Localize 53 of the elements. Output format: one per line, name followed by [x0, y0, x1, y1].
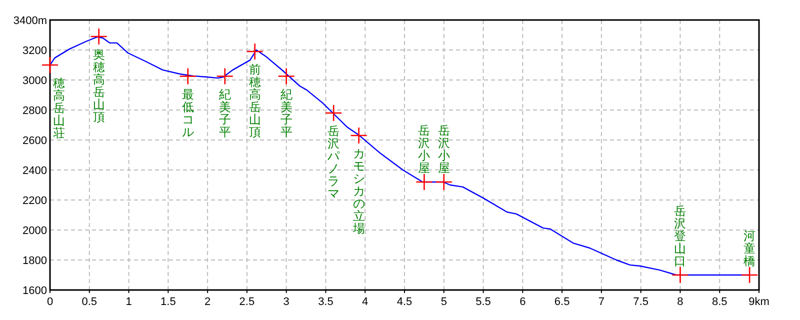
- point: [246, 42, 264, 60]
- y-tick-label: 2200: [22, 195, 47, 207]
- y-tick-label: 3400m: [13, 15, 47, 27]
- annotation: 穂高岳山荘: [53, 76, 65, 140]
- y-tick-label: 3200: [22, 45, 47, 57]
- annotation: 紀美子平: [218, 87, 231, 139]
- annotation: 岳沢パノラマ: [326, 124, 341, 200]
- y-tick-label: 2000: [22, 225, 47, 237]
- point: [179, 68, 197, 85]
- x-tick-label: 3: [283, 296, 290, 308]
- x-tick-label: 1.5: [160, 296, 176, 308]
- point: [41, 56, 59, 74]
- x-tick-label: 6.5: [554, 296, 570, 308]
- x-tick-label: 0.5: [82, 296, 98, 308]
- x-tick-label: 9km: [748, 296, 770, 308]
- point: [672, 266, 689, 284]
- x-tick-label: 4: [362, 296, 368, 308]
- x-tick-label: 5: [440, 296, 447, 308]
- point: [278, 68, 295, 85]
- annotation: 前穂高岳山頂: [248, 62, 261, 139]
- y-tick-label: 1600: [22, 285, 47, 297]
- x-tick-label: 2.5: [239, 296, 255, 308]
- x-tick-label: 8.5: [712, 296, 728, 308]
- annotation: 奥穂高岳山頂: [92, 48, 105, 124]
- y-tick-label: 2600: [22, 135, 47, 147]
- annotation: カモシカの立場: [352, 146, 365, 236]
- point: [350, 126, 368, 144]
- y-tick-label: 3000: [22, 75, 47, 87]
- point: [216, 68, 234, 85]
- annotation: 岳沢小屋: [418, 124, 430, 175]
- annotation: 最低コル: [182, 87, 194, 139]
- y-tick-label: 2400: [22, 165, 47, 177]
- x-tick-label: 1: [126, 296, 132, 308]
- x-tick-label: 2: [204, 296, 211, 308]
- y-tick-label: 1800: [22, 255, 47, 267]
- x-tick-label: 6: [520, 296, 526, 308]
- point: [416, 173, 433, 191]
- x-tick-label: 7: [598, 296, 605, 308]
- annotation: 紀美子平: [280, 87, 292, 139]
- point: [435, 173, 453, 191]
- x-tick-label: 4.5: [396, 296, 412, 308]
- x-tick-label: 7.5: [633, 296, 648, 308]
- x-tick-label: 8: [677, 296, 684, 308]
- y-tick-label: 2800: [22, 105, 47, 117]
- point: [324, 104, 342, 122]
- x-tick-label: 5.5: [476, 296, 491, 308]
- x-tick-label: 3.5: [318, 296, 334, 308]
- annotation: 岳沢小屋: [438, 124, 450, 175]
- point: [90, 28, 108, 46]
- annotation: 岳沢登山口: [674, 204, 686, 268]
- x-tick-label: 0: [46, 296, 54, 308]
- point: [740, 266, 758, 284]
- annotation: 河童橋: [744, 229, 756, 268]
